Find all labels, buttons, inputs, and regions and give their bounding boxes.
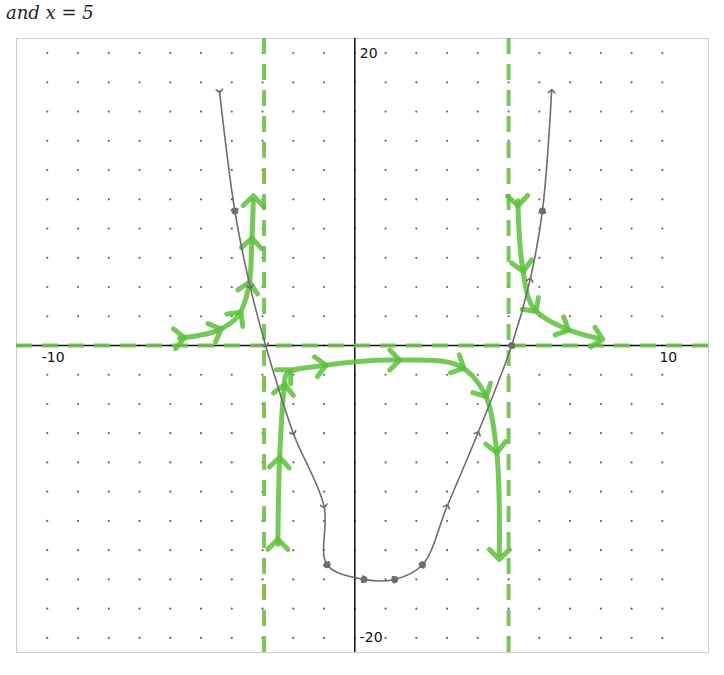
svg-text:20: 20: [360, 45, 378, 61]
html-text:and x = 5: and x = 5: [6, 2, 94, 23]
svg-text:10: 10: [659, 349, 677, 365]
svg-text:-20: -20: [360, 629, 383, 645]
svg-text:-10: -10: [42, 349, 65, 365]
